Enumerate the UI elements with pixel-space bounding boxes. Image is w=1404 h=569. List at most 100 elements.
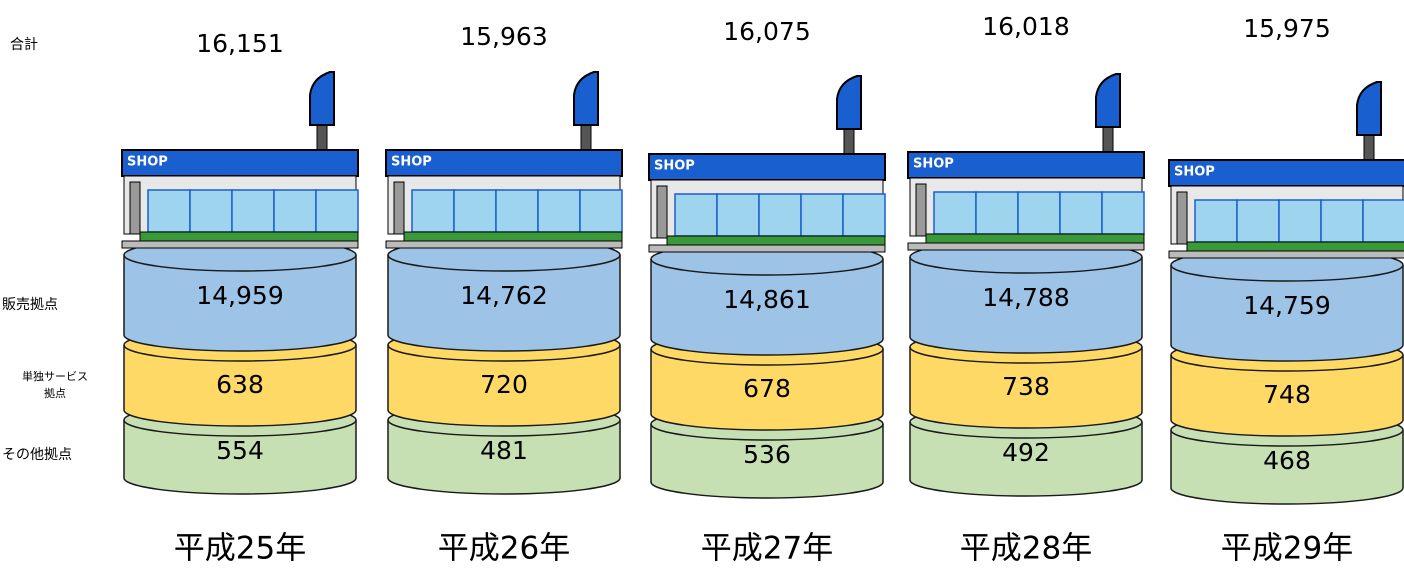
row-label: 単独サービス [22, 369, 88, 383]
segment-rim [387, 419, 621, 437]
base [121, 240, 359, 249]
column-post [393, 181, 405, 235]
window [1236, 199, 1280, 243]
base [648, 244, 886, 253]
window [1362, 199, 1404, 243]
window [758, 193, 802, 237]
year-label: 平成29年 [1221, 531, 1353, 567]
window [1101, 191, 1145, 235]
column: 16,018 SHOP 14,788 738 492 平成28年 [907, 12, 1145, 567]
segment-rim [387, 344, 621, 362]
window [716, 193, 760, 237]
column: 16,151 SHOP 14,959 638 554 平成25年 [121, 29, 359, 567]
total-value: 16,151 [196, 29, 283, 58]
window [1320, 199, 1364, 243]
roof [385, 149, 623, 177]
segment-rim [909, 256, 1143, 274]
window [800, 193, 844, 237]
shop-sign: SHOP [391, 155, 432, 170]
row-label: 販売拠点 [2, 297, 58, 313]
segment-rim [909, 346, 1143, 364]
window [189, 189, 233, 233]
service-value: 738 [1002, 372, 1050, 401]
total-value: 15,963 [460, 22, 547, 51]
window [453, 189, 497, 233]
column: 16,075 SHOP 14,861 678 536 平成27年 [648, 17, 886, 567]
window [537, 189, 581, 233]
columns: 16,151 SHOP 14,959 638 554 平成25年 15,963 SHOP 14,… [121, 12, 1404, 567]
other-value: 554 [216, 436, 264, 465]
column: 15,963 SHOP 14,762 720 481 平成26年 [385, 22, 623, 567]
window [933, 191, 977, 235]
sign [836, 75, 862, 130]
window [315, 189, 359, 233]
roof [648, 153, 886, 181]
shop-sign: SHOP [127, 155, 168, 170]
segment-rim [123, 344, 357, 362]
window [147, 189, 191, 233]
total-value: 16,018 [982, 12, 1069, 41]
window [495, 189, 539, 233]
window [1194, 199, 1238, 243]
window [1278, 199, 1322, 243]
segment-rim [1170, 354, 1404, 372]
window [231, 189, 275, 233]
shop-sign: SHOP [654, 159, 695, 174]
other-value: 492 [1002, 438, 1050, 467]
shop-sign: SHOP [913, 157, 954, 172]
row-label: 合計 [10, 37, 38, 53]
segment-rim [123, 419, 357, 437]
base [1168, 250, 1404, 259]
total-value: 16,075 [723, 17, 810, 46]
year-label: 平成27年 [701, 531, 833, 567]
sign [309, 71, 335, 126]
sign [573, 71, 599, 126]
sales-value: 14,788 [982, 283, 1069, 312]
year-label: 平成28年 [960, 531, 1092, 567]
service-value: 678 [743, 374, 791, 403]
segment-rim [909, 421, 1143, 439]
other-value: 468 [1263, 446, 1311, 475]
window [674, 193, 718, 237]
segment-rim [650, 423, 884, 441]
sales-value: 14,759 [1243, 291, 1330, 320]
base [385, 240, 623, 249]
column: 15,975 SHOP 14,759 748 468 平成29年 [1168, 14, 1404, 567]
window [1059, 191, 1103, 235]
segment-rim [650, 258, 884, 276]
roof [907, 151, 1145, 179]
segment-rim [1170, 429, 1404, 447]
segment-rim [650, 348, 884, 366]
window [1017, 191, 1061, 235]
column-post [129, 181, 141, 235]
window [273, 189, 317, 233]
column-post [1176, 191, 1188, 245]
sales-value: 14,959 [196, 281, 283, 310]
segment-rim [123, 254, 357, 272]
other-value: 481 [480, 436, 528, 465]
base [907, 242, 1145, 251]
sales-value: 14,762 [460, 281, 547, 310]
sign [1356, 81, 1382, 136]
sales-value: 14,861 [723, 285, 810, 314]
segment-rim [1170, 264, 1404, 282]
window [411, 189, 455, 233]
total-value: 15,975 [1243, 14, 1330, 43]
service-value: 748 [1263, 380, 1311, 409]
service-value: 720 [480, 370, 528, 399]
window [975, 191, 1019, 235]
segment-rim [387, 254, 621, 272]
window [579, 189, 623, 233]
shop-sign: SHOP [1174, 165, 1215, 180]
service-value: 638 [216, 370, 264, 399]
other-value: 536 [743, 440, 791, 469]
window [842, 193, 886, 237]
roof [121, 149, 359, 177]
column-post [915, 183, 927, 237]
sign [1095, 73, 1121, 128]
column-post [656, 185, 668, 239]
row-label: 拠点 [44, 387, 66, 400]
year-label: 平成25年 [174, 531, 306, 567]
year-label: 平成26年 [438, 531, 570, 567]
